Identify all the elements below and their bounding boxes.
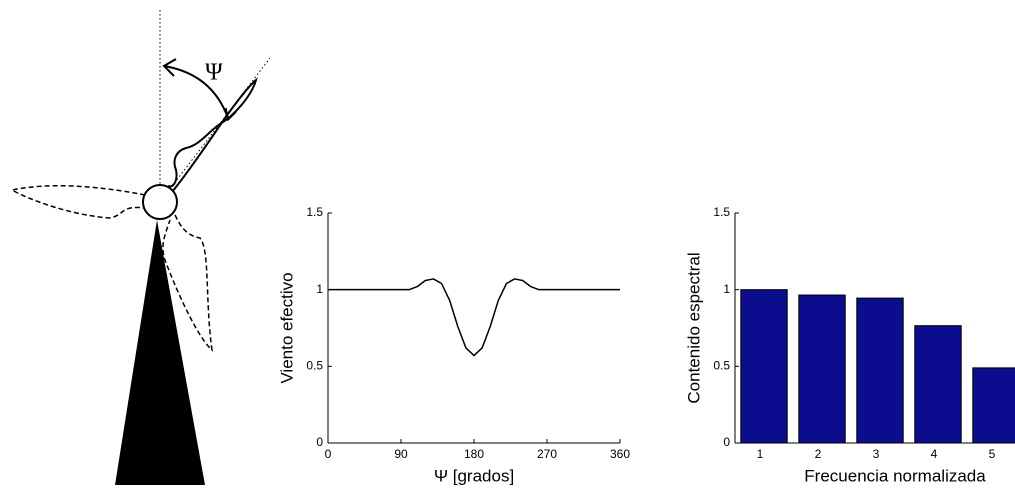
y-tick-label: 0.5 (306, 359, 323, 373)
angle-arc (163, 65, 229, 119)
bar (914, 325, 962, 444)
y-tick-label: 1 (316, 282, 323, 296)
bar (972, 367, 1015, 444)
turbine-diagram (9, 10, 271, 485)
blade-dashed (162, 214, 214, 352)
x-tick-label: 5 (989, 447, 996, 461)
x-tick-label: 270 (537, 447, 557, 461)
blade-dashed (9, 184, 146, 219)
tower (115, 220, 205, 485)
x-tick-label: 180 (464, 447, 484, 461)
x-axis-label: Ψ [grados] (434, 466, 514, 485)
line-series (328, 278, 620, 357)
y-tick-label: 1.5 (306, 205, 323, 219)
arrow-tail (225, 107, 237, 122)
y-tick-label: 1.5 (713, 205, 730, 219)
x-tick-label: 360 (610, 447, 630, 461)
bar (856, 297, 904, 444)
blade-solid (167, 77, 258, 193)
y-tick-label: 0 (723, 435, 730, 449)
y-axis-label: Contenido espectral (684, 252, 703, 403)
x-tick-label: 0 (325, 447, 332, 461)
arrow-head (162, 58, 177, 77)
x-axis-label: Frecuencia normalizada (804, 466, 986, 485)
x-tick-label: 3 (873, 447, 880, 461)
x-tick-label: 90 (394, 447, 408, 461)
y-tick-label: 0 (316, 435, 323, 449)
bar (798, 294, 846, 444)
y-tick-label: 1 (723, 282, 730, 296)
x-tick-label: 2 (815, 447, 822, 461)
bar (740, 289, 788, 444)
y-tick-label: 0.5 (713, 359, 730, 373)
hub (142, 184, 178, 220)
x-tick-label: 4 (931, 447, 938, 461)
y-axis-label: Viento efectivo (277, 272, 296, 383)
x-tick-label: 1 (757, 447, 764, 461)
angle-label: Ψ (205, 60, 223, 86)
